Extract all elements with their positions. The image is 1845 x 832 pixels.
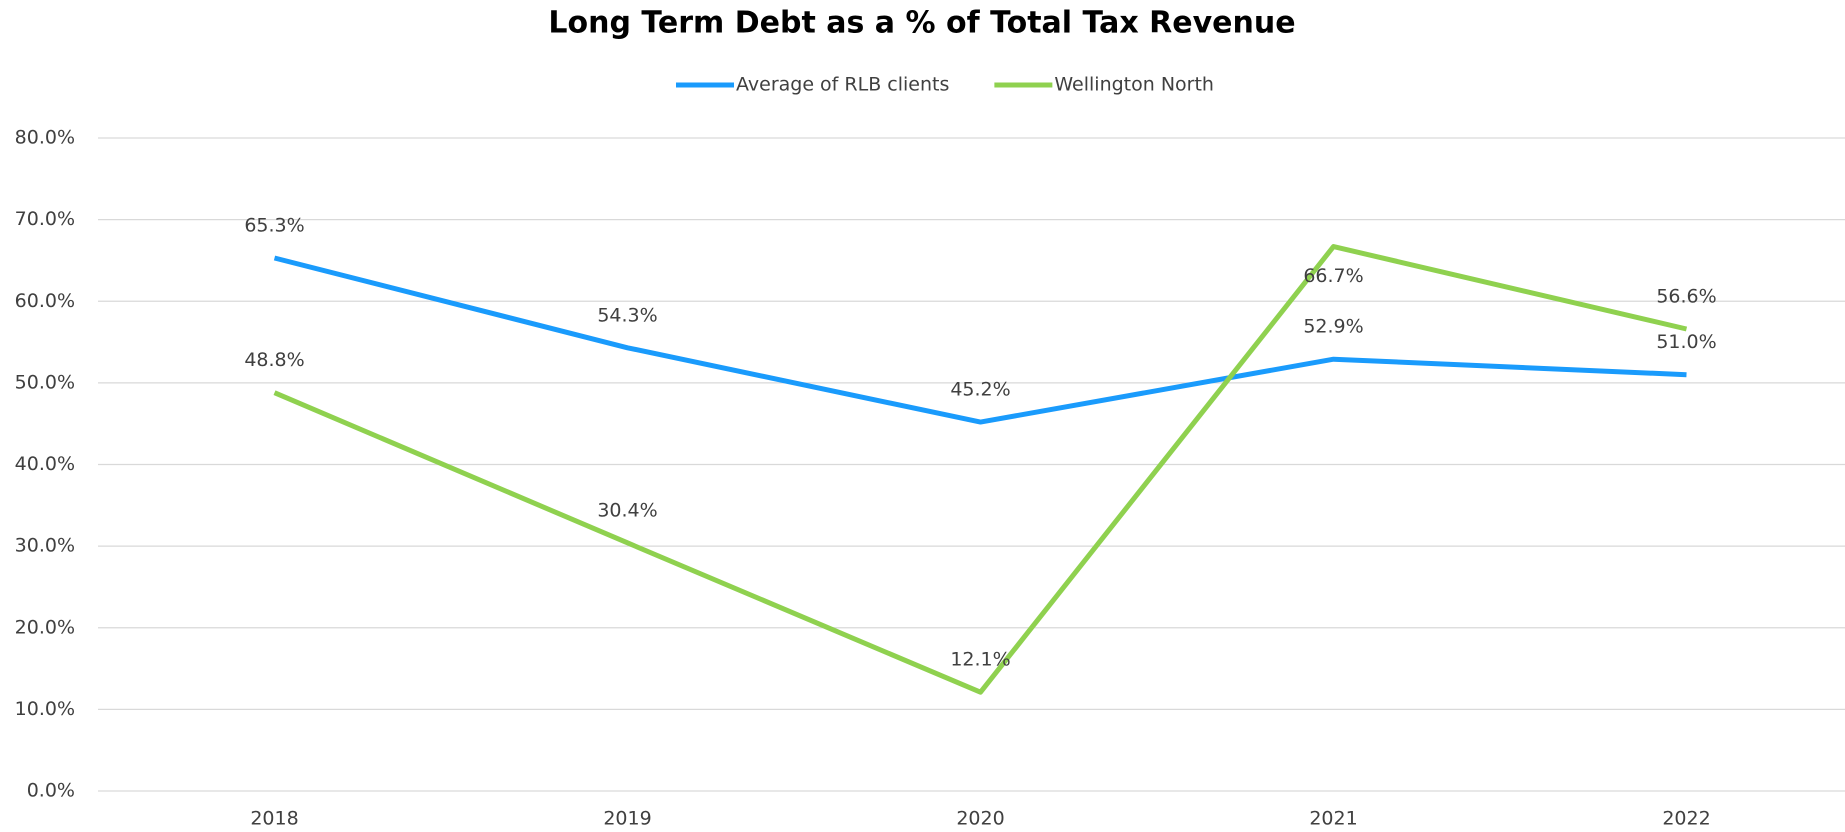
y-tick-label: 0.0%: [27, 780, 75, 802]
y-tick-label: 60.0%: [15, 290, 75, 312]
data-label: 66.7%: [1303, 265, 1363, 287]
data-label: 12.1%: [950, 649, 1010, 671]
data-label: 45.2%: [950, 379, 1010, 401]
x-tick-label: 2022: [1662, 808, 1710, 830]
data-label: 30.4%: [597, 499, 657, 521]
y-tick-label: 70.0%: [15, 208, 75, 230]
x-tick-label: 2021: [1309, 808, 1357, 830]
data-label: 51.0%: [1656, 331, 1716, 353]
y-tick-label: 40.0%: [15, 453, 75, 475]
y-tick-label: 80.0%: [15, 127, 75, 149]
y-tick-label: 50.0%: [15, 371, 75, 393]
data-label: 54.3%: [597, 304, 657, 326]
data-label: 65.3%: [244, 214, 304, 236]
series-line: [273, 255, 1687, 425]
x-tick-label: 2019: [603, 808, 651, 830]
data-label: 52.9%: [1303, 316, 1363, 338]
legend-label: Wellington North: [1054, 74, 1214, 96]
data-label: 48.8%: [244, 349, 304, 371]
x-tick-label: 2018: [250, 808, 298, 830]
y-tick-label: 20.0%: [15, 616, 75, 638]
series-line: [273, 244, 1688, 695]
x-tick-label: 2020: [956, 808, 1004, 830]
data-label: 56.6%: [1656, 286, 1716, 308]
y-tick-label: 30.0%: [15, 535, 75, 557]
y-tick-label: 10.0%: [15, 698, 75, 720]
chart-title: Long Term Debt as a % of Total Tax Reven…: [548, 6, 1295, 41]
legend-label: Average of RLB clients: [736, 74, 949, 96]
